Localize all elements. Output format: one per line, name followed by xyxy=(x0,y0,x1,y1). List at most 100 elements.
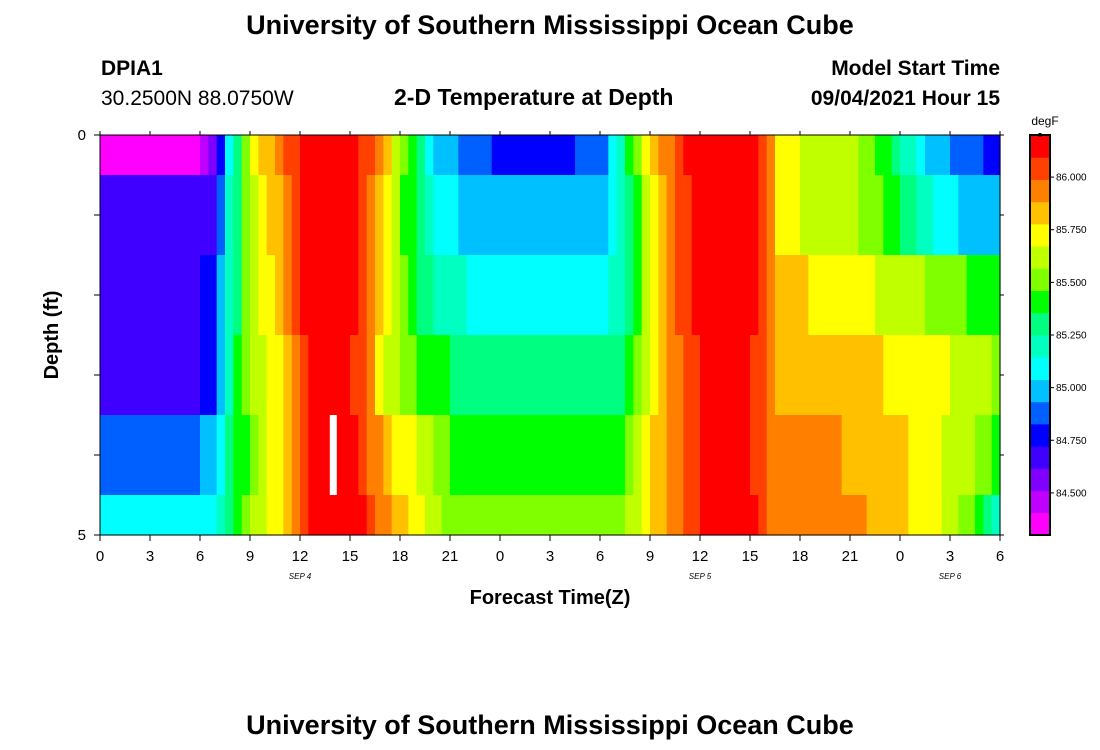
x-tick-label: 18 xyxy=(792,548,809,565)
colorbar-tick-label: 86.000 xyxy=(1056,173,1087,184)
heatmap-cell xyxy=(500,495,509,536)
heatmap-cell xyxy=(266,175,276,256)
heatmap-cell xyxy=(250,255,259,336)
heatmap-cell xyxy=(616,415,626,496)
heatmap-cell xyxy=(983,135,993,176)
heatmap-cell xyxy=(633,495,643,536)
model-start-value: 09/04/2021 Hour 15 xyxy=(810,87,1000,110)
x-tick-label: 0 xyxy=(896,548,904,565)
heatmap-cell xyxy=(658,175,668,256)
heatmap-cell xyxy=(391,335,401,416)
heatmap-cell xyxy=(266,255,276,336)
heatmap-cell xyxy=(358,335,368,416)
x-tick-label: 3 xyxy=(546,548,554,565)
heatmap-cell xyxy=(316,135,326,176)
heatmap-cell xyxy=(375,135,384,176)
heatmap-cell xyxy=(958,175,968,256)
heatmap-cell xyxy=(516,135,526,176)
heatmap-cell xyxy=(783,135,793,176)
heatmap-cell xyxy=(591,175,601,256)
heatmap-cell xyxy=(991,495,1001,536)
heatmap-cell xyxy=(908,495,918,536)
heatmap-cell xyxy=(191,415,201,496)
heatmap-cell xyxy=(108,415,118,496)
heatmap-cell xyxy=(700,335,709,416)
heatmap-cell xyxy=(608,135,618,176)
station-coordinates: 30.2500N 88.0750W xyxy=(101,87,294,110)
heatmap-cell xyxy=(608,415,618,496)
heatmap-cell xyxy=(166,135,176,176)
heatmap-cell xyxy=(750,135,759,176)
heatmap-cell xyxy=(941,175,951,256)
heatmap-cell xyxy=(875,495,884,536)
heatmap-cell xyxy=(616,335,626,416)
heatmap-cell xyxy=(350,255,359,336)
heatmap-cell xyxy=(900,175,909,256)
heatmap-cell xyxy=(833,255,843,336)
heatmap-cell xyxy=(758,335,768,416)
heatmap-cell xyxy=(733,255,743,336)
heatmap-cell xyxy=(833,335,843,416)
heatmap-cell xyxy=(983,335,993,416)
heatmap-cell xyxy=(150,335,159,416)
heatmap-cell xyxy=(616,175,626,256)
heatmap-cell xyxy=(166,255,176,336)
heatmap-cell xyxy=(575,415,584,496)
heatmap-cell xyxy=(433,335,443,416)
heatmap-cell xyxy=(925,415,934,496)
heatmap-cell xyxy=(866,255,876,336)
heatmap-cell xyxy=(350,415,359,496)
heatmap-cell xyxy=(708,495,718,536)
heatmap-cell xyxy=(525,335,534,416)
x-tick-label: 0 xyxy=(96,548,104,565)
heatmap-cell xyxy=(641,335,651,416)
forecast-marker xyxy=(329,415,337,495)
heatmap-cell xyxy=(333,175,343,256)
heatmap-cell xyxy=(175,175,184,256)
heatmap-cell xyxy=(200,175,209,256)
heatmap-cell xyxy=(183,255,193,336)
date-label: SEP 4 xyxy=(289,572,312,581)
heatmap-cell xyxy=(183,135,193,176)
heatmap-cell xyxy=(650,175,659,256)
heatmap-cell xyxy=(733,135,743,176)
y-axis: 05 xyxy=(78,127,1004,544)
heatmap-cell xyxy=(175,255,184,336)
heatmap-cell xyxy=(475,335,484,416)
heatmap-cell xyxy=(958,335,968,416)
heatmap-cell xyxy=(150,175,159,256)
heatmap-cell xyxy=(283,175,293,256)
heatmap-cell xyxy=(858,135,868,176)
heatmap-cell xyxy=(908,175,918,256)
heatmap-cell xyxy=(908,415,918,496)
heatmap-cell xyxy=(491,335,501,416)
x-axis-title: Forecast Time(Z) xyxy=(470,587,631,609)
heatmap-cell xyxy=(783,175,793,256)
heatmap-cell xyxy=(966,495,976,536)
heatmap-cell xyxy=(933,335,943,416)
heatmap-cell xyxy=(216,415,226,496)
heatmap-cell xyxy=(191,335,201,416)
heatmap-cell xyxy=(633,175,643,256)
y-axis-title: Depth (ft) xyxy=(41,291,63,380)
heatmap-cell xyxy=(208,335,218,416)
heatmap-cell xyxy=(825,335,834,416)
heatmap-cell xyxy=(316,335,326,416)
heatmap-cell xyxy=(558,495,568,536)
heatmap-cell xyxy=(525,415,534,496)
heatmap-cell xyxy=(950,335,959,416)
heatmap-cell xyxy=(200,335,209,416)
heatmap-cell xyxy=(383,175,393,256)
x-tick-label: 9 xyxy=(246,548,254,565)
heatmap-cell xyxy=(441,415,451,496)
heatmap-cell xyxy=(675,175,684,256)
heatmap-cell xyxy=(516,415,526,496)
heatmap-cell xyxy=(141,135,151,176)
heatmap-cell xyxy=(691,175,701,256)
heatmap-cell xyxy=(891,495,901,536)
heatmap-cell xyxy=(341,175,351,256)
colorbar-swatch xyxy=(1030,135,1050,158)
heatmap-cell xyxy=(733,335,743,416)
heatmap-cell xyxy=(133,335,143,416)
heatmap-cell xyxy=(233,175,243,256)
